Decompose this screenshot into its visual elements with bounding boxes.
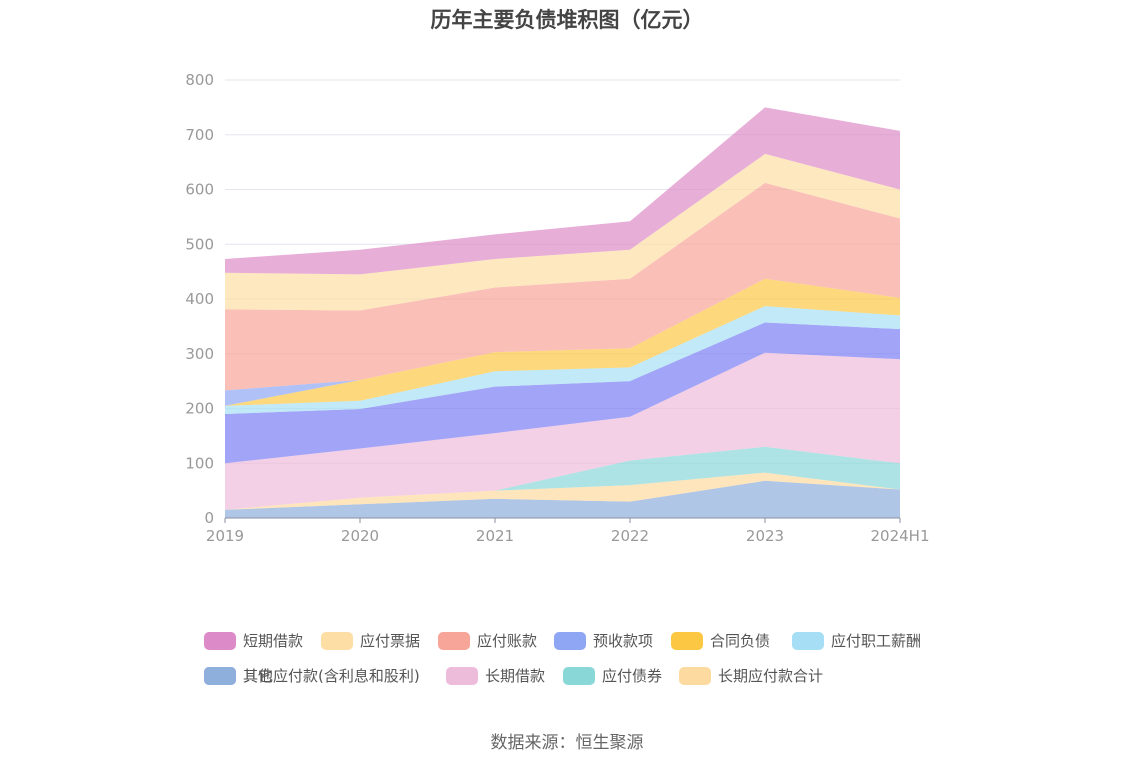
legend-item[interactable]: 其它 bbox=[204, 665, 273, 686]
y-tick-label: 400 bbox=[185, 290, 214, 308]
area-series-2 bbox=[225, 446, 900, 510]
x-tick-label: 2021 bbox=[476, 527, 514, 545]
legend-swatch bbox=[446, 666, 478, 685]
legend-label: 应付账款 bbox=[477, 632, 538, 650]
legend-item[interactable]: 预收款项 bbox=[554, 630, 653, 651]
legend-label: 短期借款 bbox=[243, 632, 304, 650]
legend-item[interactable]: 应付债券 bbox=[563, 665, 662, 686]
legend-swatch bbox=[679, 666, 711, 685]
legend-item[interactable]: 长期借款 bbox=[446, 665, 545, 686]
area-series-10 bbox=[225, 107, 900, 275]
area-series-6 bbox=[225, 278, 900, 406]
axes: 0 100 200 300 400 500 600 700 800 2019 2020 2021 202… bbox=[185, 71, 929, 545]
legend-label: 其他应付款(含利息和股利) bbox=[243, 667, 420, 685]
legend-label: 长期借款 bbox=[485, 667, 546, 685]
legend-item[interactable]: 短期借款 bbox=[204, 630, 303, 651]
legend-item[interactable]: 应付职工薪酬 bbox=[792, 630, 921, 651]
legend-item[interactable]: 长期应付款合计 bbox=[679, 665, 823, 686]
area-series-8 bbox=[225, 182, 900, 391]
legend-swatch bbox=[792, 631, 824, 650]
legend-label: 预收款项 bbox=[593, 632, 654, 650]
y-tick-label: 800 bbox=[185, 71, 214, 89]
y-tick-label: 700 bbox=[185, 126, 214, 144]
legend-swatch bbox=[438, 631, 470, 650]
legend-label: 应付票据 bbox=[360, 632, 421, 650]
legend-swatch bbox=[321, 631, 353, 650]
area-series-3 bbox=[225, 352, 900, 510]
area-series-9 bbox=[225, 153, 900, 311]
area-series-5 bbox=[225, 306, 900, 414]
legend-swatch bbox=[204, 666, 236, 685]
x-tick-label: 2020 bbox=[341, 527, 379, 545]
legend-swatch bbox=[671, 631, 703, 650]
y-tick-label: 100 bbox=[185, 454, 214, 472]
x-tick-label: 2022 bbox=[611, 527, 649, 545]
legend-label: 应付债券 bbox=[602, 667, 663, 685]
x-tick-label: 2023 bbox=[746, 527, 784, 545]
y-tick-label: 0 bbox=[204, 509, 214, 527]
legend-label: 合同负债 bbox=[710, 632, 771, 650]
area-series-4 bbox=[225, 322, 900, 464]
x-tick-label: 2019 bbox=[206, 527, 244, 545]
area-series bbox=[225, 107, 900, 518]
legend-swatch bbox=[554, 631, 586, 650]
legend-label: 其它 bbox=[243, 667, 274, 685]
legend-item[interactable]: 应付账款 bbox=[438, 630, 537, 651]
legend-label: 长期应付款合计 bbox=[718, 667, 824, 685]
x-tick-label: 2024H1 bbox=[871, 527, 930, 545]
area-series-0 bbox=[225, 480, 900, 518]
legend-item[interactable]: 应付票据 bbox=[321, 630, 420, 651]
legend-swatch bbox=[563, 666, 595, 685]
area-series-1 bbox=[225, 472, 900, 510]
legend-label: 应付职工薪酬 bbox=[831, 632, 922, 650]
y-tick-label: 500 bbox=[185, 235, 214, 253]
legend-item[interactable]: 合同负债 bbox=[671, 630, 770, 651]
y-tick-label: 600 bbox=[185, 181, 214, 199]
y-tick-label: 200 bbox=[185, 400, 214, 418]
y-tick-label: 300 bbox=[185, 345, 214, 363]
data-source: 数据来源：恒生聚源 bbox=[490, 733, 644, 753]
legend-swatch bbox=[204, 631, 236, 650]
chart-title: 历年主要负债堆积图（亿元） bbox=[430, 8, 704, 32]
